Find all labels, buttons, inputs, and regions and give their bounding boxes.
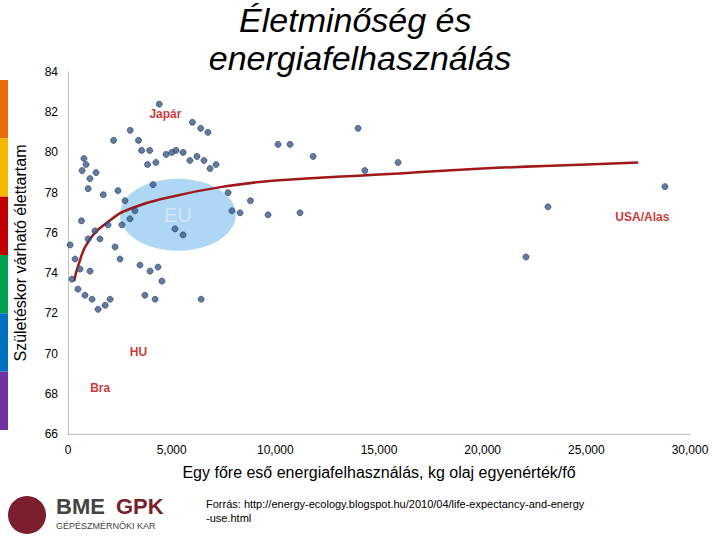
svg-text:74: 74	[45, 266, 59, 280]
svg-text:30,000: 30,000	[672, 443, 709, 457]
svg-text:0: 0	[65, 443, 72, 457]
svg-text:GÉPÉSZMÉRNÖKI KAR: GÉPÉSZMÉRNÖKI KAR	[56, 521, 156, 531]
svg-text:25,000: 25,000	[568, 443, 605, 457]
svg-text:10,000: 10,000	[257, 443, 294, 457]
svg-text:82: 82	[45, 105, 59, 119]
svg-text:Japár: Japár	[149, 107, 181, 121]
svg-text:68: 68	[45, 387, 59, 401]
svg-text:70: 70	[45, 347, 59, 361]
svg-text:Egy főre eső energiafelhasznál: Egy főre eső energiafelhasználás, kg ola…	[182, 464, 575, 481]
svg-text:USA/Alas: USA/Alas	[615, 210, 669, 224]
svg-text:energiafelhasználás: energiafelhasználás	[209, 39, 511, 77]
svg-text:76: 76	[45, 226, 59, 240]
svg-text:BME: BME	[56, 494, 105, 519]
svg-text:78: 78	[45, 186, 59, 200]
svg-text:84: 84	[45, 65, 59, 79]
svg-text:Életminőség és: Életminőség és	[239, 1, 481, 39]
svg-text:20,000: 20,000	[464, 443, 501, 457]
svg-text:80: 80	[45, 145, 59, 159]
svg-text:Születéskor várható élettartam: Születéskor várható élettartam	[12, 145, 29, 362]
svg-text:Forrás: http://energy-ecology.: Forrás: http://energy-ecology.blogspot.h…	[206, 498, 585, 510]
svg-text:EU: EU	[164, 204, 192, 226]
svg-text:GPK: GPK	[116, 494, 164, 519]
svg-text:72: 72	[45, 306, 59, 320]
svg-text:66: 66	[45, 427, 59, 441]
svg-text:Bra: Bra	[90, 381, 110, 395]
svg-text:-use.html: -use.html	[206, 512, 251, 524]
svg-text:5,000: 5,000	[157, 443, 187, 457]
svg-text:15,000: 15,000	[361, 443, 398, 457]
svg-text:HU: HU	[130, 345, 147, 359]
